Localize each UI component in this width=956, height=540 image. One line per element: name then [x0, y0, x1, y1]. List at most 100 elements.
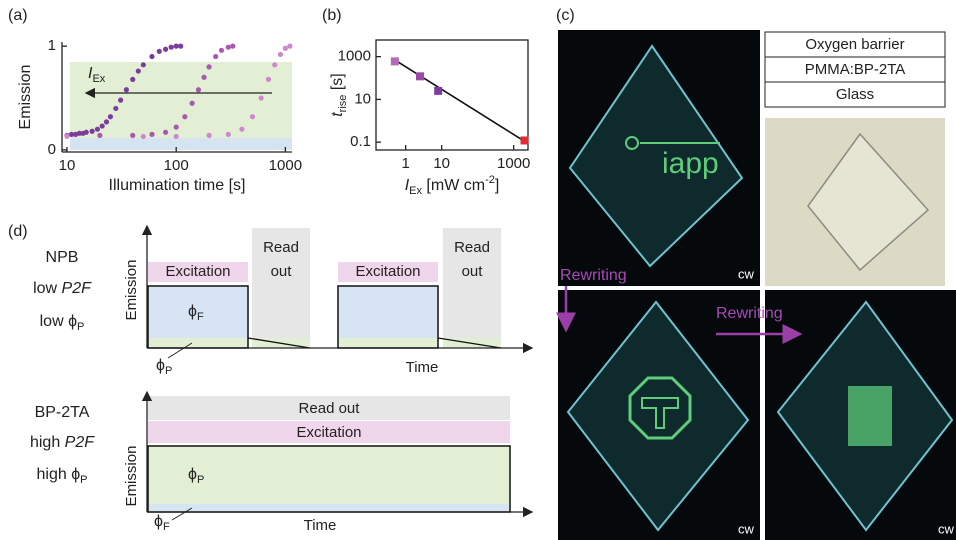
data-point: [174, 124, 179, 129]
data-point: [226, 45, 231, 50]
subscript: P: [80, 474, 87, 486]
phosphorescence-strip: [149, 338, 247, 347]
data-point: [230, 44, 235, 49]
data-point: [226, 132, 231, 137]
figure: (a) (b) (c) (d) 10 100 1000 0 1 Illumination …: [0, 0, 956, 540]
data-point: [124, 87, 129, 92]
material: NPB: [46, 249, 79, 266]
subscript: F: [197, 311, 204, 323]
panel-label: (b): [322, 7, 342, 24]
y-tick-label: 1: [48, 37, 56, 54]
data-point: [206, 133, 211, 138]
data-point: [130, 77, 135, 82]
data-point: [219, 48, 224, 53]
x-axis-label: Illumination time [s]: [109, 177, 246, 194]
data-point: [84, 130, 89, 135]
block-label: Excitation: [165, 263, 230, 280]
data-point: [163, 130, 168, 135]
data-point: [157, 49, 162, 54]
data-point: [278, 52, 283, 57]
layer-label: Oxygen barrier: [805, 36, 904, 53]
phi-label: high ϕP: [36, 466, 87, 486]
subscript: P: [77, 321, 84, 333]
data-point: [108, 114, 113, 119]
p2f-label: high P2F: [30, 434, 95, 451]
unit-end: ]: [495, 177, 499, 194]
symbol: ϕ: [156, 357, 165, 374]
y-tick-label: 0: [48, 141, 56, 158]
data-point: [272, 62, 277, 67]
x-tick-label: 1: [401, 155, 409, 172]
prefix: low: [33, 280, 61, 297]
data-point: [434, 87, 442, 95]
x-tick-label: 1000: [497, 155, 530, 172]
italic: P2F: [65, 434, 96, 451]
y-tick-label: 10: [354, 90, 371, 107]
y-tick-label: 0.1: [350, 133, 371, 150]
block-label: Read: [263, 239, 299, 256]
data-point: [141, 62, 146, 67]
x-tick-label: 100: [164, 157, 189, 174]
subscript: F: [163, 521, 170, 533]
phi-label: ϕF: [154, 513, 170, 533]
data-point: [97, 133, 102, 138]
data-point: [239, 127, 244, 132]
data-point: [130, 133, 135, 138]
symbol: ϕ: [188, 466, 197, 483]
data-point: [174, 44, 179, 49]
x-tick-label: 1000: [269, 157, 302, 174]
data-point: [100, 123, 105, 128]
y-tick-label: 1000: [338, 48, 371, 65]
p2f-label: low P2F: [33, 280, 92, 297]
prefix: low: [40, 313, 68, 330]
data-point: [416, 72, 424, 80]
block-label: Read out: [299, 400, 361, 417]
data-point: [201, 75, 206, 80]
data-point: [95, 127, 100, 132]
data-point: [169, 45, 174, 50]
layer-label: PMMA:BP-2TA: [805, 61, 906, 78]
chart-b: 1 10 1000 0.1 10 1000 IEx [mW cm-2] trise [s]: [329, 40, 530, 197]
data-point: [521, 136, 529, 144]
material: BP-2TA: [35, 404, 90, 421]
y-axis-label: Emission: [17, 65, 34, 130]
block-label: Excitation: [296, 424, 361, 441]
data-point: [104, 119, 109, 124]
x-axis-label: IEx [mW cm-2]: [405, 174, 500, 197]
superscript: -2: [485, 174, 495, 186]
data-point: [149, 54, 154, 59]
subscript: P: [197, 474, 204, 486]
symbol: ϕ: [154, 513, 163, 530]
panel-label: (c): [556, 7, 575, 24]
subscript: Ex: [409, 185, 422, 197]
subscript: rise: [337, 95, 349, 113]
block-label: Excitation: [355, 263, 420, 280]
data-point: [206, 64, 211, 69]
axis-label: Emission: [123, 446, 140, 507]
data-point: [182, 114, 187, 119]
x-tick-label: 10: [433, 155, 450, 172]
logo-text: iapp: [662, 147, 719, 180]
unit: [mW cm: [422, 177, 485, 194]
y-axis-label: trise [s]: [329, 73, 349, 117]
axis-label: Time: [304, 517, 337, 534]
phi-label: low ϕP: [40, 313, 85, 333]
panel-label: (d): [8, 223, 28, 240]
symbol: ϕ: [188, 303, 197, 320]
data-point: [174, 134, 179, 139]
arrow-label: Rewriting: [716, 305, 783, 322]
data-point: [391, 57, 399, 65]
phosphorescence-strip: [339, 338, 437, 347]
cw-label: cw: [738, 521, 755, 536]
qr-code: [848, 386, 892, 446]
panel-label: (a): [8, 7, 28, 24]
block-label: out: [462, 263, 484, 280]
data-point: [149, 132, 154, 137]
layer-label: Glass: [836, 86, 874, 103]
symbol: ϕ: [71, 466, 80, 483]
data-point: [136, 68, 141, 73]
data-point: [287, 44, 292, 49]
x-tick-label: 10: [59, 157, 76, 174]
data-point: [190, 101, 195, 106]
data-point: [64, 134, 69, 139]
